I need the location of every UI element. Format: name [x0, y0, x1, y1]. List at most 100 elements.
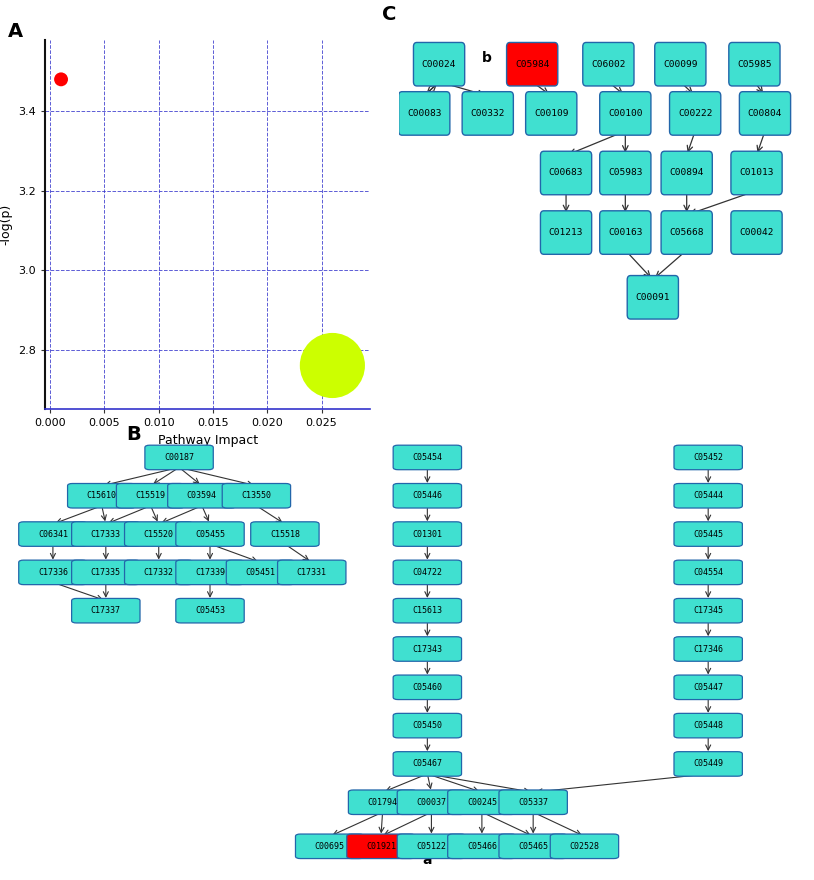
Text: C00163: C00163 [608, 228, 642, 237]
Text: C15520: C15520 [144, 530, 173, 539]
Text: C15613: C15613 [413, 606, 442, 615]
FancyBboxPatch shape [393, 675, 462, 700]
Text: C01013: C01013 [739, 168, 774, 178]
FancyBboxPatch shape [72, 522, 140, 546]
FancyBboxPatch shape [393, 560, 462, 584]
FancyBboxPatch shape [462, 92, 514, 136]
Text: C17336: C17336 [38, 568, 68, 577]
FancyBboxPatch shape [145, 445, 213, 470]
FancyBboxPatch shape [176, 522, 244, 546]
Text: C03594: C03594 [187, 491, 217, 500]
Text: C05466: C05466 [467, 842, 497, 851]
FancyBboxPatch shape [176, 560, 244, 584]
FancyBboxPatch shape [540, 151, 592, 194]
Text: C05449: C05449 [694, 759, 723, 768]
Text: C05460: C05460 [413, 683, 442, 692]
FancyBboxPatch shape [278, 560, 346, 584]
Text: C00024: C00024 [422, 60, 457, 69]
Text: C15519: C15519 [136, 491, 165, 500]
FancyBboxPatch shape [125, 522, 193, 546]
FancyBboxPatch shape [347, 834, 415, 859]
Text: C05447: C05447 [694, 683, 723, 692]
FancyBboxPatch shape [499, 834, 567, 859]
FancyBboxPatch shape [729, 42, 780, 86]
FancyBboxPatch shape [670, 92, 720, 136]
Text: C02528: C02528 [570, 842, 599, 851]
FancyBboxPatch shape [393, 637, 462, 661]
FancyBboxPatch shape [499, 790, 567, 815]
FancyBboxPatch shape [628, 275, 678, 319]
Text: C00245: C00245 [467, 798, 497, 807]
FancyBboxPatch shape [674, 675, 742, 700]
Text: B: B [126, 425, 141, 444]
FancyBboxPatch shape [674, 598, 742, 623]
FancyBboxPatch shape [393, 598, 462, 623]
Text: C00042: C00042 [739, 228, 774, 237]
FancyBboxPatch shape [674, 714, 742, 737]
Text: C15518: C15518 [270, 530, 300, 539]
Text: C00091: C00091 [636, 293, 670, 302]
FancyBboxPatch shape [540, 211, 592, 254]
FancyBboxPatch shape [731, 151, 782, 194]
FancyBboxPatch shape [393, 752, 462, 776]
FancyBboxPatch shape [661, 211, 712, 254]
Text: C00187: C00187 [164, 453, 194, 462]
Text: C05444: C05444 [694, 491, 723, 500]
Text: C05467: C05467 [413, 759, 442, 768]
Text: C01301: C01301 [413, 530, 442, 539]
Text: C17337: C17337 [91, 606, 120, 615]
Text: C05453: C05453 [195, 606, 225, 615]
X-axis label: Pathway Impact: Pathway Impact [157, 434, 258, 447]
Text: C13550: C13550 [242, 491, 271, 500]
FancyBboxPatch shape [222, 483, 291, 508]
Text: C05452: C05452 [694, 453, 723, 462]
FancyBboxPatch shape [116, 483, 185, 508]
Text: C05985: C05985 [737, 60, 772, 69]
FancyBboxPatch shape [550, 834, 619, 859]
FancyBboxPatch shape [68, 483, 136, 508]
FancyBboxPatch shape [393, 522, 462, 546]
FancyBboxPatch shape [72, 560, 140, 584]
Text: C01794: C01794 [368, 798, 397, 807]
FancyBboxPatch shape [739, 92, 790, 136]
Text: C15610: C15610 [87, 491, 116, 500]
Text: C05455: C05455 [195, 530, 225, 539]
FancyBboxPatch shape [731, 211, 782, 254]
FancyBboxPatch shape [226, 560, 295, 584]
Text: C00109: C00109 [534, 109, 568, 118]
Text: C05450: C05450 [413, 721, 442, 730]
FancyBboxPatch shape [600, 151, 651, 194]
FancyBboxPatch shape [176, 598, 244, 623]
FancyBboxPatch shape [600, 211, 651, 254]
FancyBboxPatch shape [448, 790, 516, 815]
Text: C17346: C17346 [694, 644, 723, 654]
Text: C00695: C00695 [315, 842, 344, 851]
Text: C17343: C17343 [413, 644, 442, 654]
Point [55, 72, 68, 86]
Text: C01213: C01213 [549, 228, 584, 237]
Text: C05451: C05451 [246, 568, 275, 577]
FancyBboxPatch shape [397, 834, 466, 859]
Text: C17339: C17339 [195, 568, 225, 577]
FancyBboxPatch shape [393, 445, 462, 470]
FancyBboxPatch shape [600, 92, 651, 136]
Text: C05454: C05454 [413, 453, 442, 462]
FancyBboxPatch shape [397, 790, 466, 815]
FancyBboxPatch shape [674, 637, 742, 661]
FancyBboxPatch shape [393, 714, 462, 737]
FancyBboxPatch shape [414, 42, 465, 86]
Text: C00894: C00894 [669, 168, 704, 178]
Text: C04554: C04554 [694, 568, 723, 577]
Text: C00222: C00222 [678, 109, 712, 118]
FancyBboxPatch shape [583, 42, 634, 86]
FancyBboxPatch shape [251, 522, 319, 546]
Text: C17345: C17345 [694, 606, 723, 615]
Text: C06341: C06341 [38, 530, 68, 539]
FancyBboxPatch shape [506, 42, 558, 86]
FancyBboxPatch shape [125, 560, 193, 584]
FancyBboxPatch shape [661, 151, 712, 194]
Text: C05668: C05668 [669, 228, 704, 237]
Text: C01921: C01921 [366, 842, 396, 851]
FancyBboxPatch shape [674, 752, 742, 776]
Text: C17331: C17331 [297, 568, 326, 577]
